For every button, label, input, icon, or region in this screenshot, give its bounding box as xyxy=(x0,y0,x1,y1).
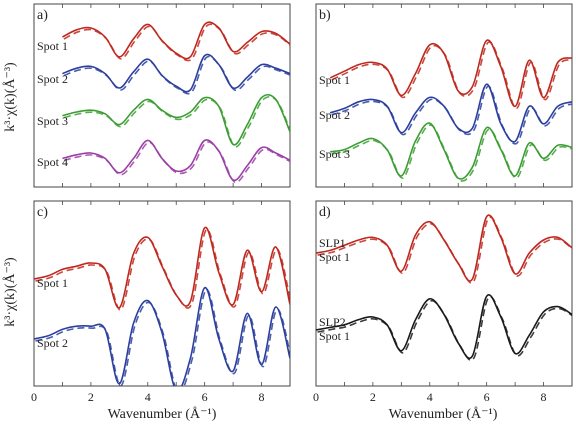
series-label-spot-3: Spot 3 xyxy=(319,147,350,161)
series-fit-slp2-spot-1 xyxy=(317,296,572,362)
series-fit-spot-1 xyxy=(63,23,290,62)
series-line-spot-2 xyxy=(34,286,290,386)
x-axis-label-left: Wavenumber (Å⁻¹) xyxy=(108,406,217,422)
x-tick-label: 0 xyxy=(313,390,319,404)
series-line-spot-3 xyxy=(330,122,572,180)
series-fit-spot-2 xyxy=(63,55,290,95)
series-label-spot-1: Spot 1 xyxy=(37,39,68,53)
x-tick-label: 2 xyxy=(370,390,376,404)
series-line-spot-1 xyxy=(329,39,572,108)
panel-d: 0 2 4 6 8 d) SLP1 Spot 1 SLP2 Spot 1 xyxy=(313,200,573,404)
x-axis-label-right: Wavenumber (Å⁻¹) xyxy=(389,406,498,422)
series-label-slp1-spot-1: SLP1 Spot 1 xyxy=(319,236,350,264)
x-tick-label: 4 xyxy=(145,390,151,404)
panel-a: a) Spot 1 Spot 2 Spot 3 Spot 4 xyxy=(33,3,291,188)
panel-label: a) xyxy=(37,8,48,23)
series-fit-spot-3 xyxy=(63,95,290,148)
series-label-slp2-spot-1: SLP2 Spot 1 xyxy=(319,315,350,343)
series-label-spot-1: Spot 1 xyxy=(319,73,350,87)
x-tick-label: 8 xyxy=(259,390,265,404)
series-label-spot-2: Spot 2 xyxy=(37,72,68,86)
x-tick-label: 0 xyxy=(31,390,37,404)
panel-label: d) xyxy=(319,205,331,220)
panel-label: c) xyxy=(37,205,48,220)
series-line-spot-4 xyxy=(62,139,290,182)
series-line-spot-3 xyxy=(62,93,290,146)
series-label-spot-1: Spot 1 xyxy=(37,276,68,290)
x-tick-label: 4 xyxy=(427,390,433,404)
x-tick-label: 8 xyxy=(541,390,547,404)
plot-frame xyxy=(315,200,573,387)
series-label-spot-2: Spot 2 xyxy=(37,336,68,350)
y-axis-label-bottom: k³·χ(k)(Å⁻³) xyxy=(2,257,18,327)
panel-c: 0 2 4 6 8 c) Spot 1 Spot 2 xyxy=(31,200,291,404)
series-fit-spot-1 xyxy=(331,41,572,110)
series-label-spot-4: Spot 4 xyxy=(37,155,68,169)
series-fit-spot-4 xyxy=(63,141,290,184)
x-tick-label: 2 xyxy=(88,390,94,404)
plot-frame xyxy=(33,3,291,188)
series-fit-spot-2 xyxy=(35,288,290,386)
panel-label: b) xyxy=(319,8,331,23)
plot-frame xyxy=(315,3,573,188)
series-fit-spot-3 xyxy=(331,124,572,182)
series-fit-slp1-spot-1 xyxy=(317,216,572,284)
series-line-slp2-spot-1 xyxy=(316,294,572,360)
plot-frame xyxy=(33,200,291,387)
series-fit-spot-2 xyxy=(331,85,572,145)
y-axis-label-top: k³·χ(k)(Å⁻³) xyxy=(2,62,18,132)
series-line-slp1-spot-1 xyxy=(316,214,572,282)
series-line-spot-2 xyxy=(62,53,290,93)
x-tick-label: 6 xyxy=(484,390,490,404)
x-tick-label: 6 xyxy=(202,390,208,404)
series-line-spot-1 xyxy=(34,226,290,309)
series-label-spot-3: Spot 3 xyxy=(37,114,68,128)
series-line-spot-1 xyxy=(62,21,290,60)
series-fit-spot-1 xyxy=(35,228,290,311)
series-label-spot-2: Spot 2 xyxy=(319,108,350,122)
panel-b: b) Spot 1 Spot 2 Spot 3 xyxy=(315,3,573,188)
